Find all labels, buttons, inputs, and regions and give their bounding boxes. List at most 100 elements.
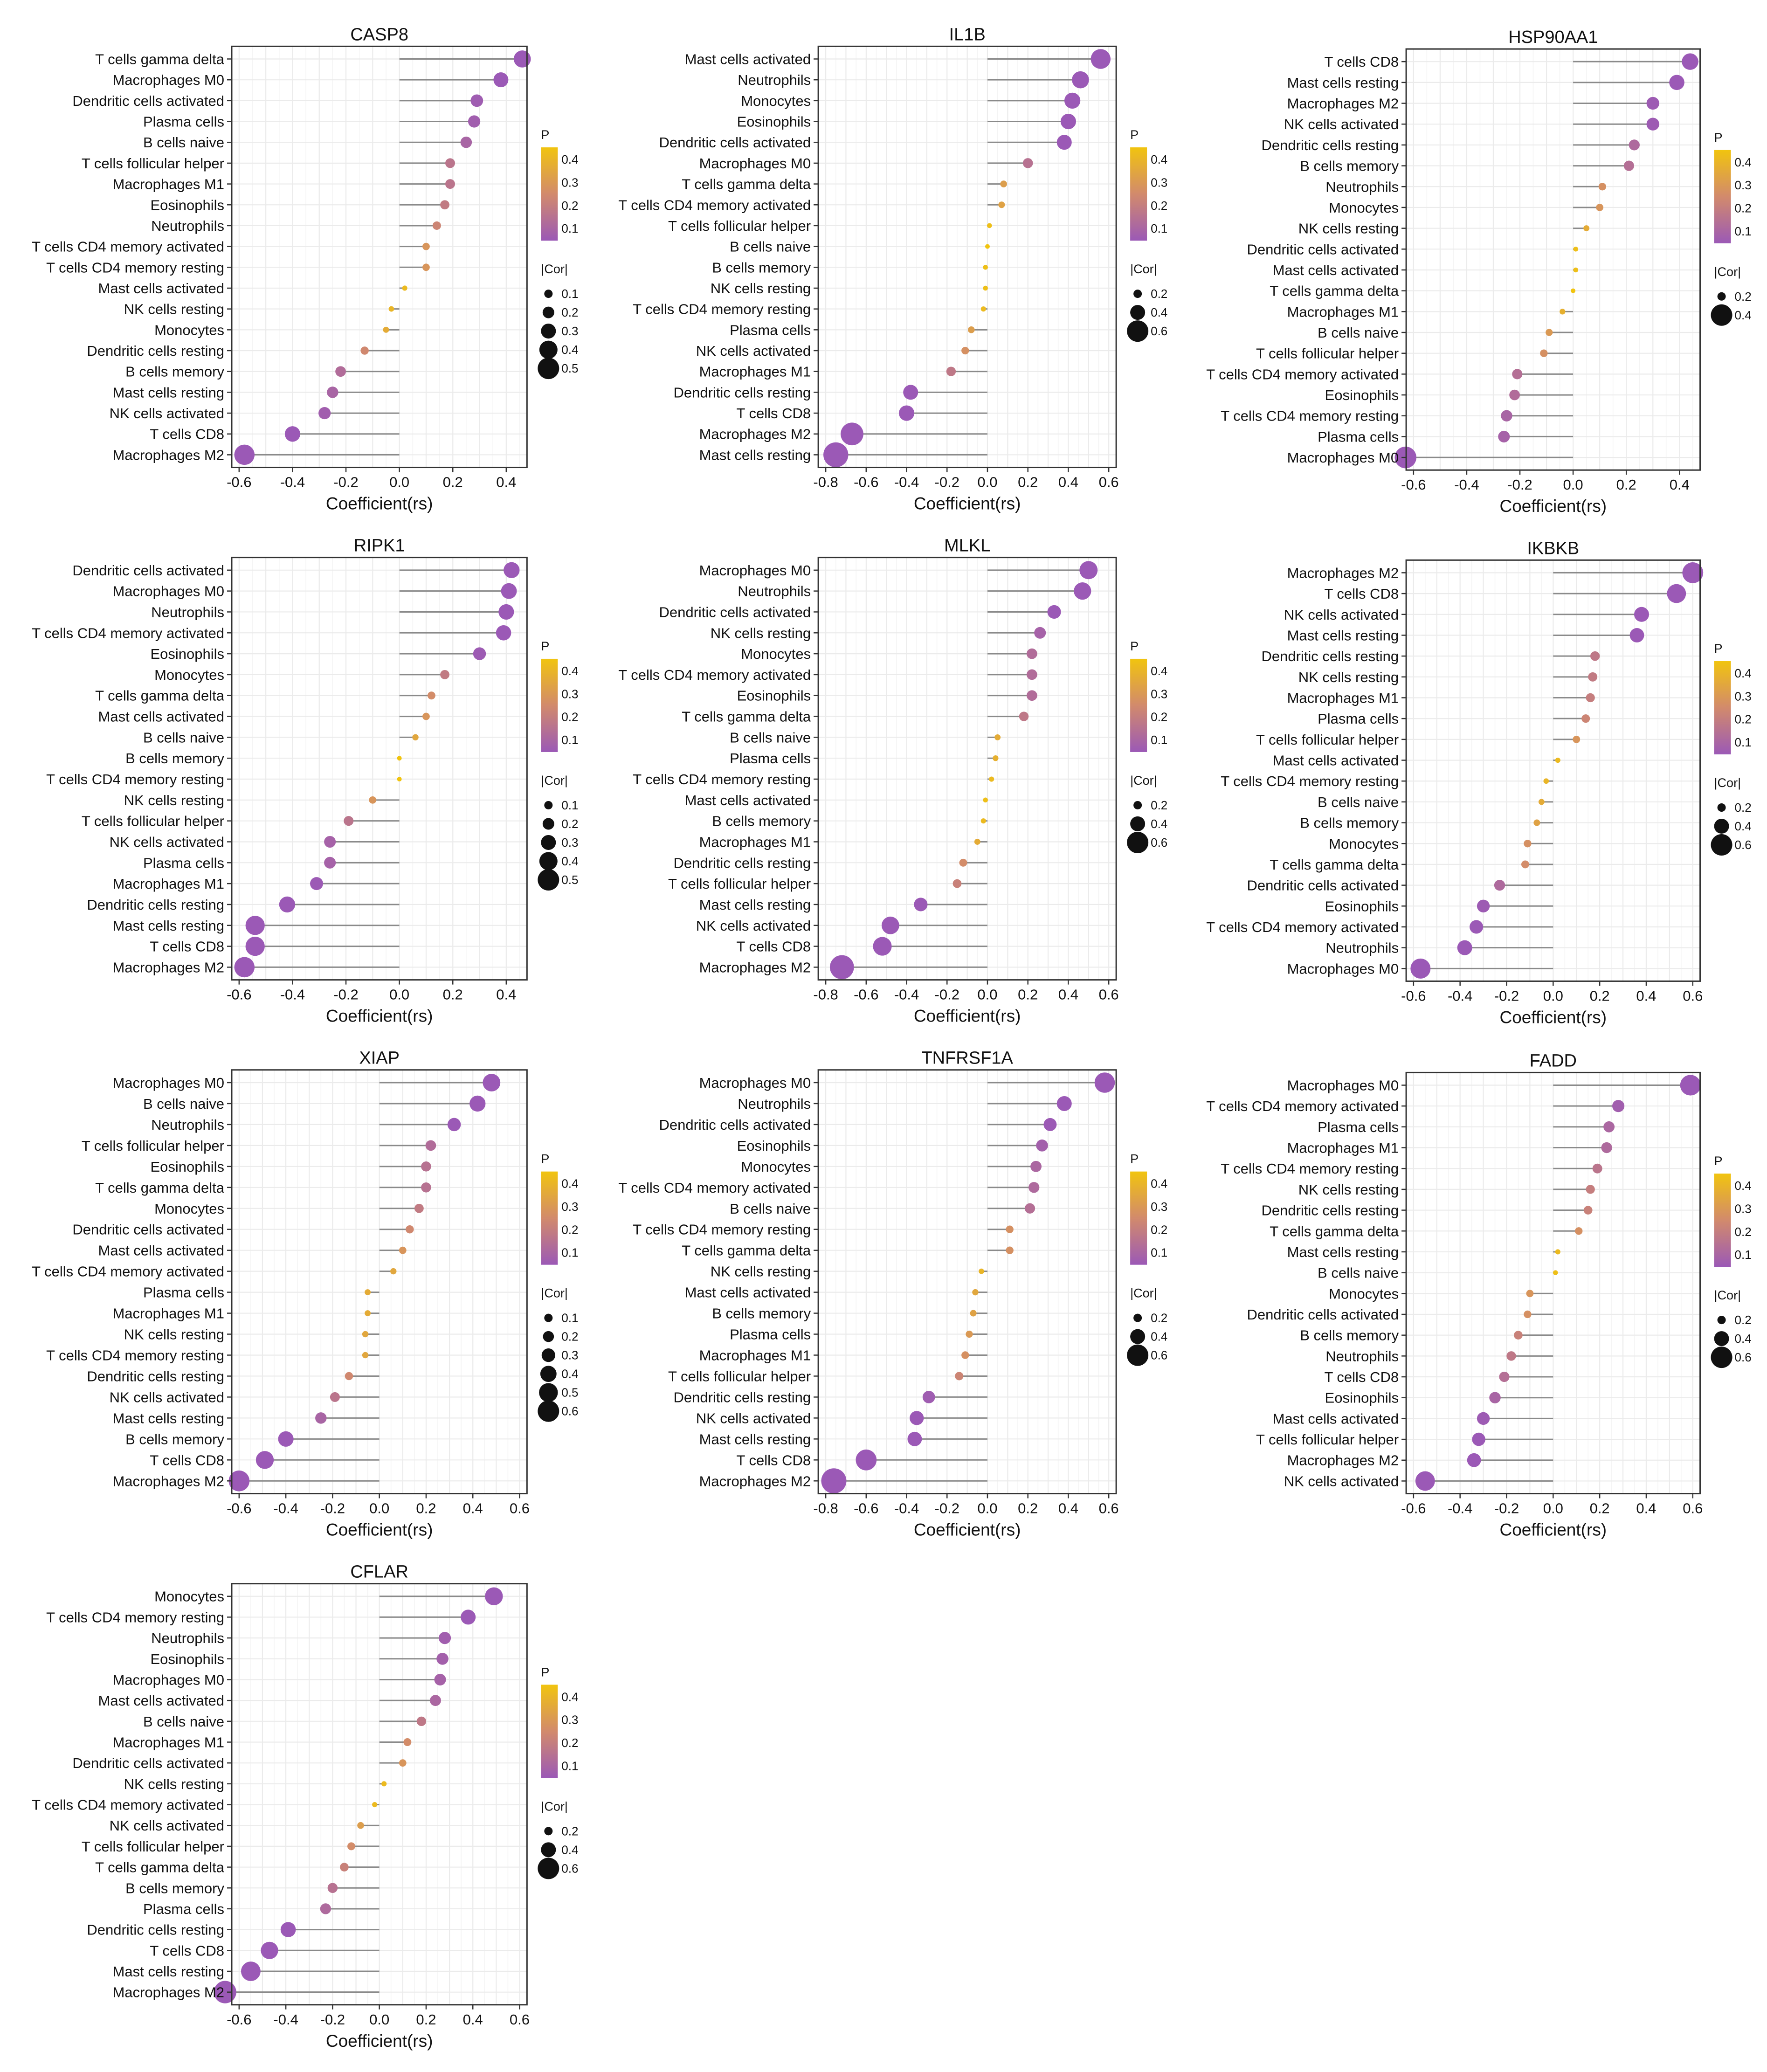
category-label: Mast cells resting: [113, 384, 224, 401]
category-label: Neutrophils: [738, 583, 811, 600]
category-label: Dendritic cells resting: [87, 897, 224, 913]
legend-size-dot: [1711, 834, 1732, 856]
legend-cor-title: |Cor|: [1130, 262, 1157, 276]
category-label: Dendritic cells resting: [87, 343, 224, 359]
category-label: T cells CD8: [736, 1452, 811, 1468]
lollipop-point: [1586, 1185, 1595, 1194]
category-label: T cells CD4 memory resting: [46, 259, 224, 276]
lollipop-point: [1514, 1331, 1523, 1340]
category-label: Plasma cells: [143, 114, 224, 130]
lollipop-point: [1006, 1246, 1014, 1254]
category-label: Neutrophils: [738, 1096, 811, 1112]
category-label: T cells CD4 memory resting: [46, 771, 224, 787]
legend-colorbar: [541, 1685, 558, 1778]
lollipop-point: [1524, 840, 1532, 848]
lollipop-point: [1526, 1290, 1534, 1298]
lollipop-point: [961, 346, 969, 355]
legend-p-label: 0.3: [1735, 1202, 1752, 1216]
category-label: B cells memory: [712, 259, 811, 276]
lollipop-point: [228, 1470, 250, 1492]
category-label: Mast cells resting: [113, 918, 224, 934]
legend-p-label: 0.3: [561, 1713, 578, 1727]
legend-cor-label: 0.2: [561, 1330, 578, 1344]
chart-panel-cflar: CFLAR Monocytes T cells CD4 memory resting…: [32, 1562, 578, 2051]
legend-size-dot: [1711, 304, 1732, 326]
category-label: NK cells resting: [711, 280, 811, 297]
category-label: Mast cells activated: [685, 51, 811, 67]
lollipop-point: [324, 836, 336, 848]
x-tick-label: 0.2: [1590, 988, 1610, 1004]
chart-title: CFLAR: [350, 1562, 408, 1582]
category-label: T cells CD4 memory activated: [32, 1797, 224, 1813]
legend-size-dot: [541, 324, 556, 339]
lollipop-point: [910, 1411, 924, 1425]
lollipop-point: [1415, 1471, 1435, 1491]
plot-area: [1406, 49, 1700, 470]
legend-cor-label: 0.4: [1735, 308, 1752, 322]
lollipop-point: [974, 839, 980, 845]
x-tick-label: 0.4: [1058, 474, 1078, 490]
x-tick-label: -0.4: [280, 474, 305, 490]
x-tick-label: 0.2: [443, 987, 463, 1003]
category-label: Macrophages M1: [1287, 304, 1399, 320]
lollipop-point: [994, 734, 1001, 740]
x-tick-label: 0.0: [389, 474, 409, 490]
legend-cor-label: 0.5: [561, 873, 578, 887]
category-label: T cells CD8: [1324, 54, 1399, 70]
legend-colorbar: [541, 147, 558, 241]
lollipop-point: [989, 776, 994, 782]
lollipop-point: [1043, 1118, 1057, 1131]
plot-area: [232, 557, 527, 980]
lollipop-point: [823, 442, 849, 468]
category-label: NK cells resting: [711, 1264, 811, 1280]
legend-cor-label: 0.4: [561, 1367, 578, 1381]
x-tick-label: -0.2: [1507, 477, 1532, 493]
x-tick-label: -0.4: [273, 2011, 298, 2028]
category-label: NK cells activated: [696, 918, 811, 934]
x-tick-label: 0.0: [1563, 477, 1583, 493]
legend-cor-title: |Cor|: [1714, 1288, 1741, 1302]
lollipop-point: [903, 385, 918, 400]
category-label: Dendritic cells resting: [87, 1922, 224, 1938]
lollipop-point: [1494, 879, 1505, 891]
lollipop-point: [1027, 648, 1037, 659]
category-label: Monocytes: [741, 1159, 811, 1175]
legend: P 0.4 0.3 0.2 0.1 |Cor| 0.2 0.4 0.6: [1711, 642, 1752, 856]
category-label: NK cells activated: [110, 834, 224, 850]
lollipop-point: [1646, 117, 1659, 131]
legend-p-label: 0.4: [1151, 1177, 1167, 1191]
lollipop-point: [345, 1372, 353, 1381]
category-label: T cells follicular helper: [1256, 345, 1399, 362]
category-label: B cells memory: [125, 364, 224, 380]
lollipop-point: [1467, 1453, 1481, 1467]
legend-p-label: 0.2: [1735, 712, 1752, 726]
category-label: Macrophages M2: [112, 1473, 224, 1489]
lollipop-point: [1457, 940, 1472, 955]
lollipop-point: [983, 797, 988, 803]
x-tick-label: 0.2: [443, 474, 463, 490]
lollipop-point: [383, 326, 389, 333]
lollipop-point: [1521, 860, 1529, 869]
lollipop-point: [1573, 735, 1581, 743]
lollipop-point: [1575, 1227, 1583, 1235]
lollipop-point: [438, 1631, 451, 1644]
legend-size-dot: [544, 1313, 553, 1322]
category-label: Plasma cells: [143, 855, 224, 871]
lollipop-point: [310, 877, 323, 891]
category-label: T cells CD4 memory resting: [1221, 773, 1399, 789]
legend-p-label: 0.2: [561, 199, 578, 213]
category-label: T cells CD8: [736, 405, 811, 421]
lollipop-point: [245, 936, 265, 956]
x-tick-label: 0.0: [1543, 1500, 1563, 1517]
legend-cor-label: 0.5: [561, 361, 578, 375]
category-label: B cells naive: [143, 729, 224, 746]
lollipop-point: [402, 285, 407, 291]
legend-p-label: 0.2: [1735, 201, 1752, 215]
category-label: T cells gamma delta: [682, 176, 811, 193]
x-tick-label: 0.0: [369, 1500, 389, 1517]
lollipop-point: [436, 1652, 449, 1665]
legend-cor-title: |Cor|: [541, 774, 568, 787]
chart-title: TNFRSF1A: [921, 1049, 1013, 1068]
category-label: Dendritic cells activated: [1247, 877, 1399, 894]
category-label: T cells CD8: [1324, 1369, 1399, 1385]
